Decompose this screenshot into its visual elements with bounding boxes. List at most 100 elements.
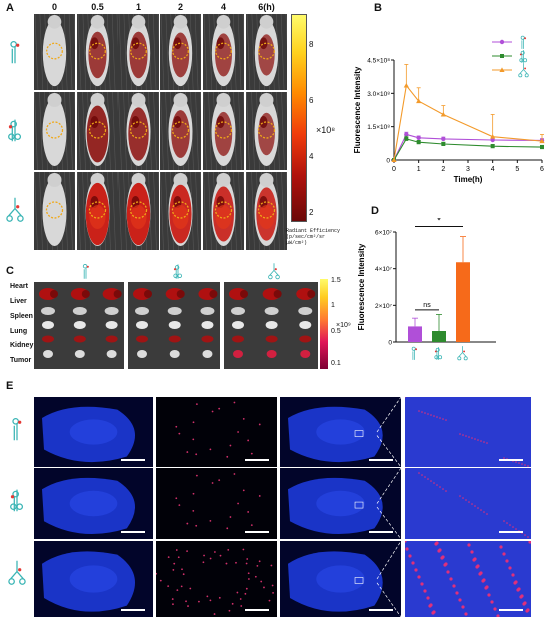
chart-b-errorbar xyxy=(404,64,409,86)
row-icon-holder xyxy=(6,38,24,70)
panel-c-icon-holder xyxy=(268,262,280,285)
mouse-svg xyxy=(246,172,287,250)
fluorescence-image xyxy=(147,541,283,617)
probe-1-icon xyxy=(82,263,89,279)
organ-svg xyxy=(133,288,218,358)
chart-b-ytick: 0 xyxy=(386,158,390,165)
zoom-guide-lines xyxy=(376,397,401,467)
organ-svg xyxy=(39,288,122,358)
zoom-guide-lines xyxy=(376,468,401,539)
mouse-image xyxy=(77,172,118,250)
chart-b-point xyxy=(404,132,409,137)
mouse-image xyxy=(77,14,118,90)
time-label: 1 xyxy=(135,2,141,12)
panel-c-icon-holder xyxy=(80,262,92,285)
panel-a-colorbar-scale: ×10⁸ xyxy=(316,125,336,135)
chart-b-xtick: 0 xyxy=(392,166,396,173)
chart-b-legend-entry xyxy=(492,48,534,66)
fluor-svg xyxy=(147,548,283,615)
chart-b-xtick: 3 xyxy=(466,166,470,173)
organ-label: Heart xyxy=(10,283,28,290)
panel-d-bar-chart: 0 2×10⁷ 4×10⁷ 6×10⁷ Fluorescence Intensity ns… xyxy=(358,218,496,376)
panel-b-line-chart: 0 1 2 3 4 5 6 0 1.5×10⁸ 3.0×10⁸ 4.5×10⁸ Time(h) Fluo… xyxy=(353,12,545,184)
colorbar-c-tick: 0.1 xyxy=(331,360,341,367)
chart-b-point xyxy=(440,111,446,117)
mouse-svg xyxy=(77,172,118,250)
mouse-svg xyxy=(160,172,201,250)
fluorescence-image xyxy=(34,397,153,467)
row-icon-holder xyxy=(6,116,24,148)
chart-b-point xyxy=(441,142,446,146)
fluor-svg xyxy=(288,406,383,463)
time-label: 0 xyxy=(51,2,57,12)
panel-e-row-icon xyxy=(8,415,26,447)
organ-label: Lung xyxy=(10,328,28,335)
mouse-image xyxy=(34,172,75,250)
fluorescence-image xyxy=(156,468,277,539)
chart-b-errorbar xyxy=(490,114,495,137)
fluorescence-image xyxy=(404,396,531,467)
probe-1-icon xyxy=(12,417,22,441)
chart-d-errorbar xyxy=(460,236,466,263)
panel-e-row-icon xyxy=(8,486,26,518)
mouse-svg xyxy=(160,92,201,170)
mouse-svg xyxy=(203,14,244,90)
mouse-image xyxy=(203,92,244,170)
mouse-svg xyxy=(118,92,159,170)
chart-b-point xyxy=(416,135,421,140)
panel-d-label: D xyxy=(371,205,379,217)
fluorescence-image xyxy=(404,467,531,539)
probe-3-icon xyxy=(268,263,280,280)
chart-b-point xyxy=(441,136,446,142)
fluor-svg xyxy=(175,473,261,530)
colorbar-c-tick: 1 xyxy=(331,302,335,309)
mouse-svg xyxy=(246,14,287,90)
svg-text:*: * xyxy=(437,218,441,226)
organ-label: Tumor xyxy=(10,357,32,364)
chart-d-ytick: 2×10⁷ xyxy=(375,303,393,310)
probe-1-icon xyxy=(409,345,418,361)
time-label: 6(h) xyxy=(258,2,275,12)
probe-2-icon xyxy=(10,489,24,512)
panel-a-label: A xyxy=(6,2,14,14)
chart-b-point xyxy=(490,144,495,149)
mouse-svg xyxy=(118,14,159,90)
fluorescence-image xyxy=(34,541,153,617)
mouse-svg xyxy=(203,92,244,170)
fluor-svg xyxy=(288,477,383,535)
chart-b-ytick: 1.5×10⁸ xyxy=(367,124,390,131)
chart-d-errorbar xyxy=(436,314,442,331)
fluor-svg xyxy=(404,467,531,539)
chart-b-point xyxy=(403,82,409,88)
mouse-image xyxy=(118,172,159,250)
scale-bar xyxy=(369,609,393,611)
chart-d-bar xyxy=(432,331,446,342)
organ-svg xyxy=(229,288,316,358)
organ-panel xyxy=(128,282,220,369)
mouse-image xyxy=(246,172,287,250)
mouse-svg xyxy=(160,14,201,90)
fluor-svg xyxy=(404,396,531,467)
colorbar-tick: 8 xyxy=(309,40,314,49)
zoom-guide-lines xyxy=(376,541,401,617)
mouse-svg xyxy=(77,14,118,90)
probe-3-icon xyxy=(518,62,529,78)
scale-bar xyxy=(121,531,145,533)
organ-panel xyxy=(224,282,318,369)
fluorescence-image xyxy=(34,468,153,539)
mouse-image xyxy=(246,14,287,90)
colorbar-tick: 2 xyxy=(309,208,314,217)
fluorescence-image xyxy=(156,397,277,467)
chart-b-xtick: 1 xyxy=(417,166,421,173)
colorbar-title-line3: μW/cm²) xyxy=(286,240,308,246)
mouse-image xyxy=(77,92,118,170)
fluorescence-image xyxy=(403,539,532,618)
scale-bar xyxy=(369,531,393,533)
fluor-svg xyxy=(403,539,532,618)
fluorescence-image xyxy=(280,541,401,617)
scale-bar xyxy=(245,609,269,611)
mouse-image xyxy=(34,14,75,90)
chart-d-bar xyxy=(456,262,470,342)
chart-d-ns-annotation: ns xyxy=(415,302,439,311)
fluor-svg xyxy=(288,551,383,612)
